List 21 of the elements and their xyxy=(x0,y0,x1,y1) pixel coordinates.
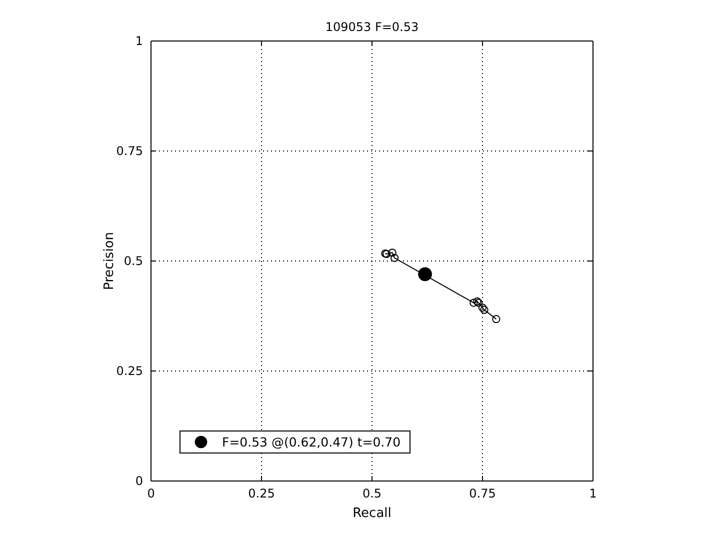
x-tick-label: 0 xyxy=(147,486,155,501)
point xyxy=(418,267,432,282)
point xyxy=(388,248,396,257)
point xyxy=(390,254,399,262)
y-axis-title: Precision xyxy=(102,232,117,290)
x-axis-title: Recall xyxy=(352,506,392,521)
legend-label: F=0.53 @(0.62,0.47) t=0.70 xyxy=(222,434,401,450)
point xyxy=(480,306,488,314)
x-tick-label: 0.75 xyxy=(469,486,496,501)
y-tick-label: 0.5 xyxy=(124,254,143,268)
x-tick-label: 1 xyxy=(589,486,597,501)
point xyxy=(492,315,500,324)
x-tick-label: 0.25 xyxy=(248,486,275,501)
point xyxy=(478,304,487,312)
chart-title: 109053 F=0.53 xyxy=(325,20,419,34)
y-tick-label: 0.25 xyxy=(116,364,143,378)
x-tick-label: 0.5 xyxy=(362,486,382,501)
y-tick-label: 0.75 xyxy=(116,144,143,158)
y-tick-label: 1 xyxy=(135,34,143,48)
point xyxy=(470,298,478,307)
y-tick-label: 0 xyxy=(135,474,143,488)
